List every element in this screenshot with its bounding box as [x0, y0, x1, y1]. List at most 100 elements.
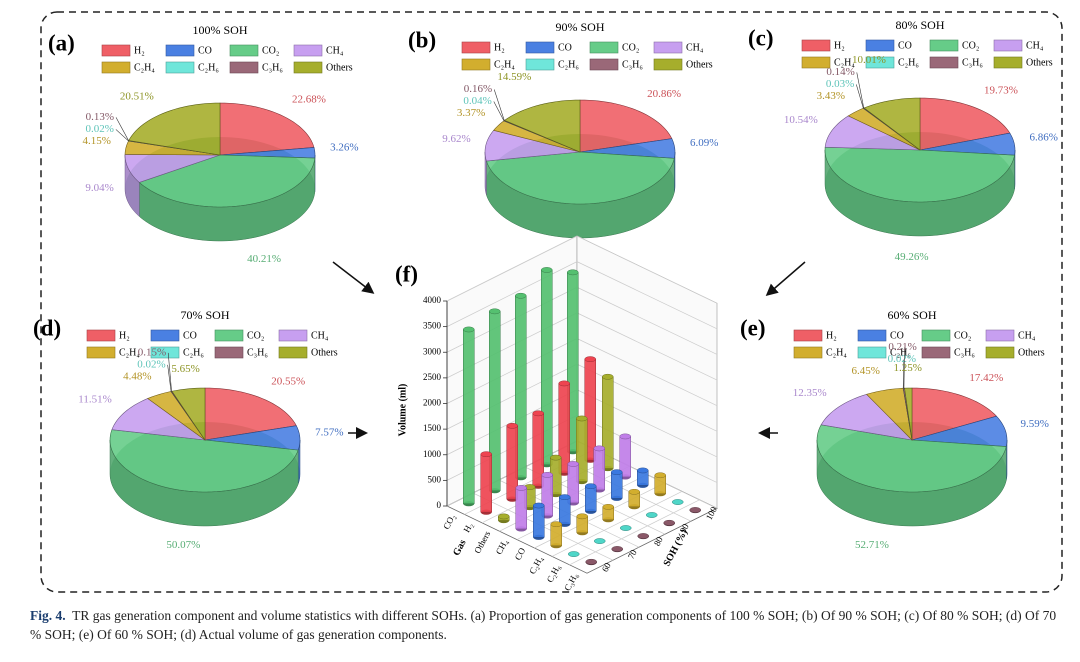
pie-slice	[816, 424, 1007, 493]
legend-label: C₃H₆	[247, 347, 268, 358]
pie-slice	[128, 102, 221, 156]
legend-swatch	[929, 56, 959, 69]
legend-swatch	[793, 346, 823, 359]
bar-cap	[672, 499, 684, 505]
bar-cap	[463, 326, 475, 333]
bar-cap	[611, 546, 623, 552]
bar-cap	[619, 433, 631, 440]
value-label: 0.02%	[137, 358, 165, 370]
value-label: 4.48%	[123, 370, 151, 382]
arrow	[332, 261, 375, 294]
leader-line	[493, 89, 505, 121]
legend-label: CH₄	[326, 45, 344, 56]
value-label: 0.16%	[464, 83, 492, 95]
z-tick-label: 1000	[423, 449, 442, 459]
pie-title: 70% SOH	[180, 308, 229, 322]
bar	[550, 523, 562, 546]
pie-slice	[904, 387, 913, 441]
leader-line	[115, 117, 129, 141]
value-label: 1.25%	[893, 362, 921, 374]
value-label: 20.51%	[120, 90, 154, 102]
legend-swatch	[461, 58, 491, 71]
pie-slice	[824, 146, 1015, 203]
z-tick-label: 0	[437, 500, 442, 510]
z-tick-label: 4000	[423, 295, 442, 305]
legend-label: CO	[890, 330, 904, 341]
z-tick-label: 3000	[423, 346, 442, 356]
legend-label: CO₂	[247, 330, 264, 341]
bar	[533, 505, 545, 538]
z-axis-title: Volume (ml)	[397, 384, 408, 437]
x-tick-label: CO₂	[441, 512, 457, 531]
value-label: 4.15%	[82, 135, 110, 147]
legend-swatch	[589, 41, 619, 54]
bar	[611, 471, 623, 499]
legend-swatch	[229, 61, 259, 74]
bar-cap	[515, 292, 527, 299]
grid-line	[576, 363, 718, 432]
pie-slice	[919, 97, 1011, 151]
x-tick-label: H₂	[461, 521, 474, 534]
panel-label: (a)	[48, 30, 75, 55]
legend-label: CO₂	[954, 330, 971, 341]
value-label: 50.07%	[166, 539, 200, 551]
pie-slice	[493, 120, 581, 153]
grid-line	[576, 286, 718, 355]
bar-cap	[541, 472, 553, 478]
legend-label: C₂H₄	[134, 62, 155, 73]
grid-line	[576, 389, 718, 458]
arrow	[765, 261, 806, 296]
value-label: 19.73%	[984, 85, 1018, 97]
value-label: 0.21%	[888, 341, 916, 353]
legend-swatch	[86, 346, 116, 359]
floor-grid	[551, 491, 683, 557]
pie-slice	[171, 387, 206, 441]
legend-label: H₂	[134, 45, 145, 56]
bar-cap	[637, 467, 649, 474]
x-tick-label: C₂H₄	[527, 554, 545, 575]
legend-swatch	[865, 39, 895, 52]
bar-cap	[533, 502, 545, 509]
pie-slice	[911, 387, 998, 441]
bar-cap	[506, 422, 518, 429]
legend-swatch	[525, 41, 555, 54]
legend-swatch	[929, 39, 959, 52]
legend-label: C₂H₆	[890, 347, 911, 358]
value-label: 40.21%	[247, 253, 281, 265]
bar-cap	[550, 454, 562, 461]
z-tick-label: 500	[428, 474, 442, 484]
legend-label: CH₄	[311, 330, 329, 341]
legend-label: CH₄	[1018, 330, 1036, 341]
panel-label: (c)	[748, 25, 774, 50]
legend-label: CH₄	[686, 42, 704, 53]
legend-label: Others	[326, 62, 353, 73]
leader-line	[903, 347, 905, 389]
legend-label: C₂H₄	[834, 57, 855, 68]
value-label: 0.14%	[826, 66, 854, 78]
pie-slice	[204, 425, 301, 451]
value-label: 9.62%	[442, 133, 470, 145]
value-label: 0.02%	[85, 123, 113, 135]
bar	[480, 453, 492, 513]
pie-slice	[147, 391, 206, 441]
pie-slice	[486, 151, 675, 205]
legend-label: CO	[183, 330, 197, 341]
legend-label: Others	[1026, 57, 1053, 68]
x-axis-title: Gas	[451, 538, 469, 558]
bar	[585, 485, 597, 512]
value-label: 6.45%	[851, 365, 879, 377]
bar-cap	[654, 472, 666, 479]
caption-text: TR gas generation component and volume s…	[30, 608, 1057, 642]
legend-swatch	[921, 346, 951, 359]
x-tick-label: CH₄	[494, 538, 510, 557]
pie-slice	[824, 115, 921, 151]
legend-label: C₃H₆	[954, 347, 975, 358]
legend-label: Others	[311, 347, 338, 358]
bar-cap	[602, 373, 614, 380]
legend-label: C₂H₆	[183, 347, 204, 358]
pie-slice	[579, 99, 673, 153]
bar-cap	[576, 513, 588, 520]
pie-slice	[484, 129, 581, 162]
value-label: 17.42%	[969, 372, 1003, 384]
